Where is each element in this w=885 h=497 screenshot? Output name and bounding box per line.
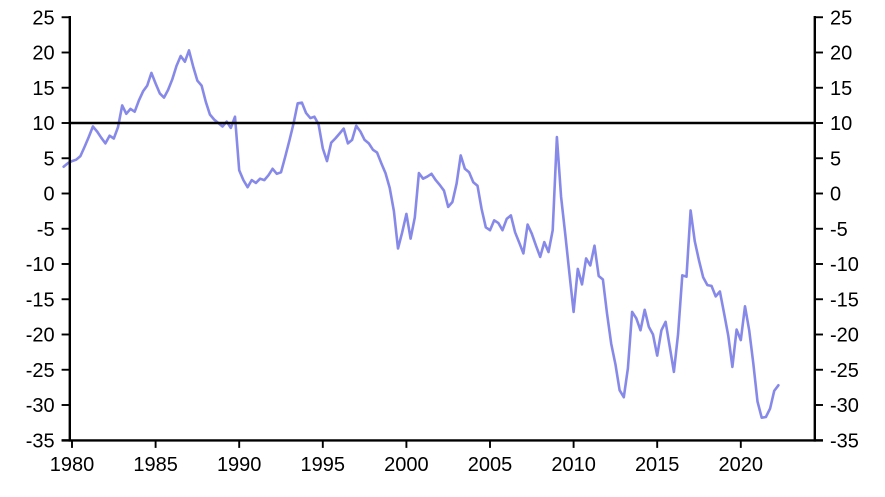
x-axis-label: 2020 <box>719 454 764 476</box>
y-axis-label-left: -30 <box>26 395 55 417</box>
x-axis-label: 2000 <box>384 454 429 476</box>
data-series-layer <box>62 49 780 420</box>
y-axis-label-right: 15 <box>830 78 852 100</box>
y-axis-label-right: 10 <box>830 113 852 135</box>
y-axis-label-right: -25 <box>830 360 859 382</box>
y-axis-label-right: -15 <box>830 289 859 311</box>
y-axis-label-right: -5 <box>830 219 848 241</box>
x-axis-label: 2015 <box>635 454 680 476</box>
y-axis-label-right: -10 <box>830 254 859 276</box>
y-axis-label-right: 25 <box>830 7 852 29</box>
y-axis-label-left: -15 <box>26 289 55 311</box>
x-axis-label: 1995 <box>301 454 346 476</box>
x-axis-label: 1980 <box>50 454 95 476</box>
x-axis-label: 1990 <box>217 454 262 476</box>
y-axis-label-left: 10 <box>32 113 54 135</box>
x-axis-label: 1985 <box>133 454 178 476</box>
x-axis-label: 2005 <box>468 454 513 476</box>
x-axis-label: 2010 <box>551 454 596 476</box>
y-axis-label-left: 5 <box>43 148 54 170</box>
y-axis-label-right: 0 <box>830 184 841 206</box>
y-axis-label-right: -20 <box>830 325 859 347</box>
y-axis-label-left: -35 <box>26 430 55 452</box>
series-line <box>62 49 780 420</box>
y-axis-label-left: -5 <box>37 219 55 241</box>
y-axis-label-left: 15 <box>32 78 54 100</box>
y-axis-label-left: 20 <box>32 43 54 65</box>
y-axis-label-left: -25 <box>26 360 55 382</box>
y-axis-label-right: 20 <box>830 43 852 65</box>
y-axis-label-right: -35 <box>830 430 859 452</box>
y-axis-label-left: 0 <box>43 184 54 206</box>
y-axis-label-right: 5 <box>830 148 841 170</box>
y-axis-label-left: 25 <box>32 7 54 29</box>
y-axis-label-left: -10 <box>26 254 55 276</box>
y-axis-label-left: -20 <box>26 325 55 347</box>
axes-layer <box>61 16 823 448</box>
y-axis-label-right: -30 <box>830 395 859 417</box>
